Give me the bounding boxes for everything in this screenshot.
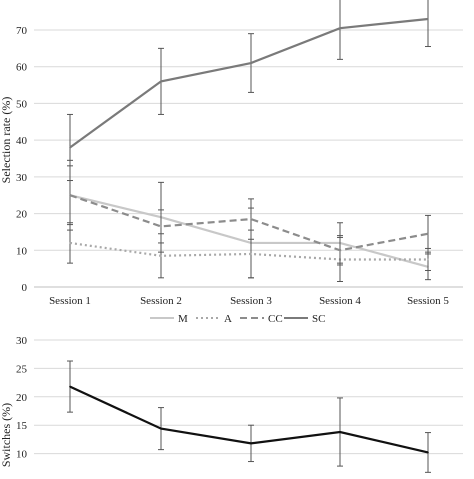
data-point [69,194,71,197]
data-point [250,442,252,445]
data-point [160,225,162,228]
data-point [69,146,71,149]
data-point [250,218,252,220]
data-point [160,254,162,257]
selection-rate-series [67,0,431,282]
y-tick-label: 20 [16,392,28,404]
data-point [339,27,341,29]
data-point [339,249,341,252]
switches-gridlines [34,339,463,455]
x-tick-label: Session 3 [230,295,272,307]
selection-rate-gridlines [34,29,463,288]
data-point [250,62,252,64]
x-tick-label: Session 2 [140,295,182,307]
x-tick-label: Session 5 [407,295,449,307]
y-tick-label: 20 [16,209,28,221]
series-m [67,165,431,281]
legend-label-a: A [224,313,232,325]
y-tick-label: 60 [16,62,28,74]
series-sc [67,0,431,182]
selection-rate-y-ticks: 0 10 20 30 40 50 60 70 [16,25,28,294]
data-point [339,431,341,433]
series-line-sc [69,17,429,149]
selection-rate-y-axis-label: Selection rate (%) [0,97,13,184]
selection-rate-x-ticks: Session 1 Session 2 Session 3 Session 4 Sess… [49,295,449,307]
legend-label-m: M [178,313,188,325]
selection-rate-chart: Selection rate (%) 0 10 20 30 40 50 60 70 Sessi… [0,0,463,325]
switches-y-ticks: 51015202530 [16,335,28,479]
data-point [427,451,429,454]
data-point [160,80,162,83]
switches-series [67,360,431,473]
y-tick-label: 30 [16,172,28,184]
y-tick-label: 10 [16,245,28,257]
selection-rate-legend: M A CC SC [150,313,325,325]
series-line-m [69,194,429,268]
series-switches [67,360,431,473]
x-tick-label: Session 1 [49,295,91,307]
data-point [160,427,162,430]
y-tick-label: 0 [22,282,28,294]
y-tick-label: 15 [16,420,28,432]
series-cc [67,159,431,266]
legend-label-cc: CC [268,313,283,325]
y-tick-label: 30 [16,335,28,347]
data-point [427,258,429,261]
data-point [427,232,429,235]
data-point [250,253,252,255]
x-tick-label: Session 4 [319,295,361,307]
y-tick-label: 25 [16,363,28,375]
y-tick-label: 40 [16,135,28,147]
y-tick-label: 70 [16,25,28,37]
y-tick-label: 10 [16,449,28,461]
switches-chart: Switches (%) 51015202530 [0,335,463,479]
legend-label-sc: SC [312,313,325,325]
y-tick-label: 50 [16,98,28,110]
data-point [69,385,71,388]
data-point [427,18,429,20]
switches-y-axis-label: Switches (%) [0,403,13,467]
series-line-cc [69,194,429,252]
data-point [69,242,71,244]
